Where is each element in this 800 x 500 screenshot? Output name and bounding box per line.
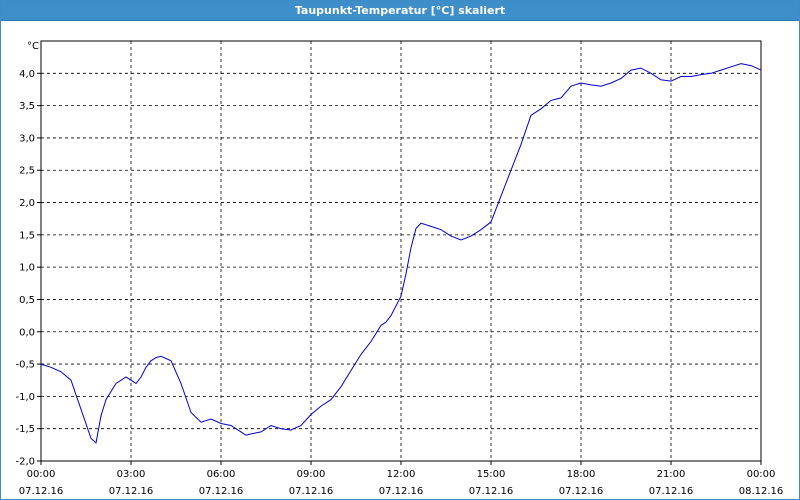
y-tick-label: 2,5 — [19, 166, 35, 177]
x-tick-date-label: 07.12.16 — [649, 486, 694, 497]
y-axis-unit-label: °C — [27, 41, 39, 52]
x-tick-date-label: 07.12.16 — [289, 486, 334, 497]
y-tick-label: 1,5 — [19, 230, 35, 241]
y-tick-label: -0,5 — [15, 360, 35, 371]
y-axis: 4,0 3,5 3,0 2,5 2,0 1,5 1,0 0,5 0,0 -0,5 -1,0 -1,5 -… — [15, 69, 41, 468]
dew-point-series-line — [40, 63, 762, 444]
y-tick-label: 2,0 — [19, 198, 35, 209]
x-tick-date-label: 07.12.16 — [109, 486, 154, 497]
x-tick-date-label: 07.12.16 — [19, 486, 64, 497]
y-tick-label: 1,0 — [19, 263, 35, 274]
x-tick-time-label: 00:00 — [27, 469, 56, 480]
y-tick-label: 0,0 — [19, 327, 35, 338]
chart-title: Taupunkt-Temperatur [°C] skaliert — [1, 1, 799, 21]
x-tick-time-label: 15:00 — [477, 469, 506, 480]
x-tick-time-label: 18:00 — [567, 469, 596, 480]
x-tick-date-label: 07.12.16 — [559, 486, 604, 497]
x-tick-date-label: 08.12.16 — [739, 486, 784, 497]
y-tick-label: 3,0 — [19, 133, 35, 144]
y-tick-label: -1,5 — [15, 424, 35, 435]
y-tick-label: 4,0 — [19, 69, 35, 80]
x-tick-time-label: 12:00 — [387, 469, 416, 480]
y-tick-label: 3,5 — [19, 101, 35, 112]
y-tick-label: -1,0 — [15, 392, 35, 403]
y-tick-label: 0,5 — [19, 295, 35, 306]
dew-point-chart: °C 4,0 3,5 3,0 2,5 2,0 1,5 1,0 0,5 0,0 -0,5 -1,0 -1… — [15, 40, 784, 497]
x-tick-time-label: 03:00 — [117, 469, 146, 480]
x-tick-time-label: 00:00 — [747, 469, 776, 480]
x-tick-date-label: 07.12.16 — [379, 486, 424, 497]
y-tick-label: -2,0 — [15, 457, 35, 468]
grid-lines — [41, 41, 761, 462]
x-tick-date-label: 07.12.16 — [199, 486, 244, 497]
x-tick-time-label: 06:00 — [207, 469, 236, 480]
x-tick-date-label: 07.12.16 — [469, 486, 514, 497]
x-axis: 00:00 07.12.16 03:00 07.12.16 06:00 07.12.16 0… — [19, 461, 784, 497]
x-tick-time-label: 21:00 — [657, 469, 686, 480]
x-tick-time-label: 09:00 — [297, 469, 326, 480]
